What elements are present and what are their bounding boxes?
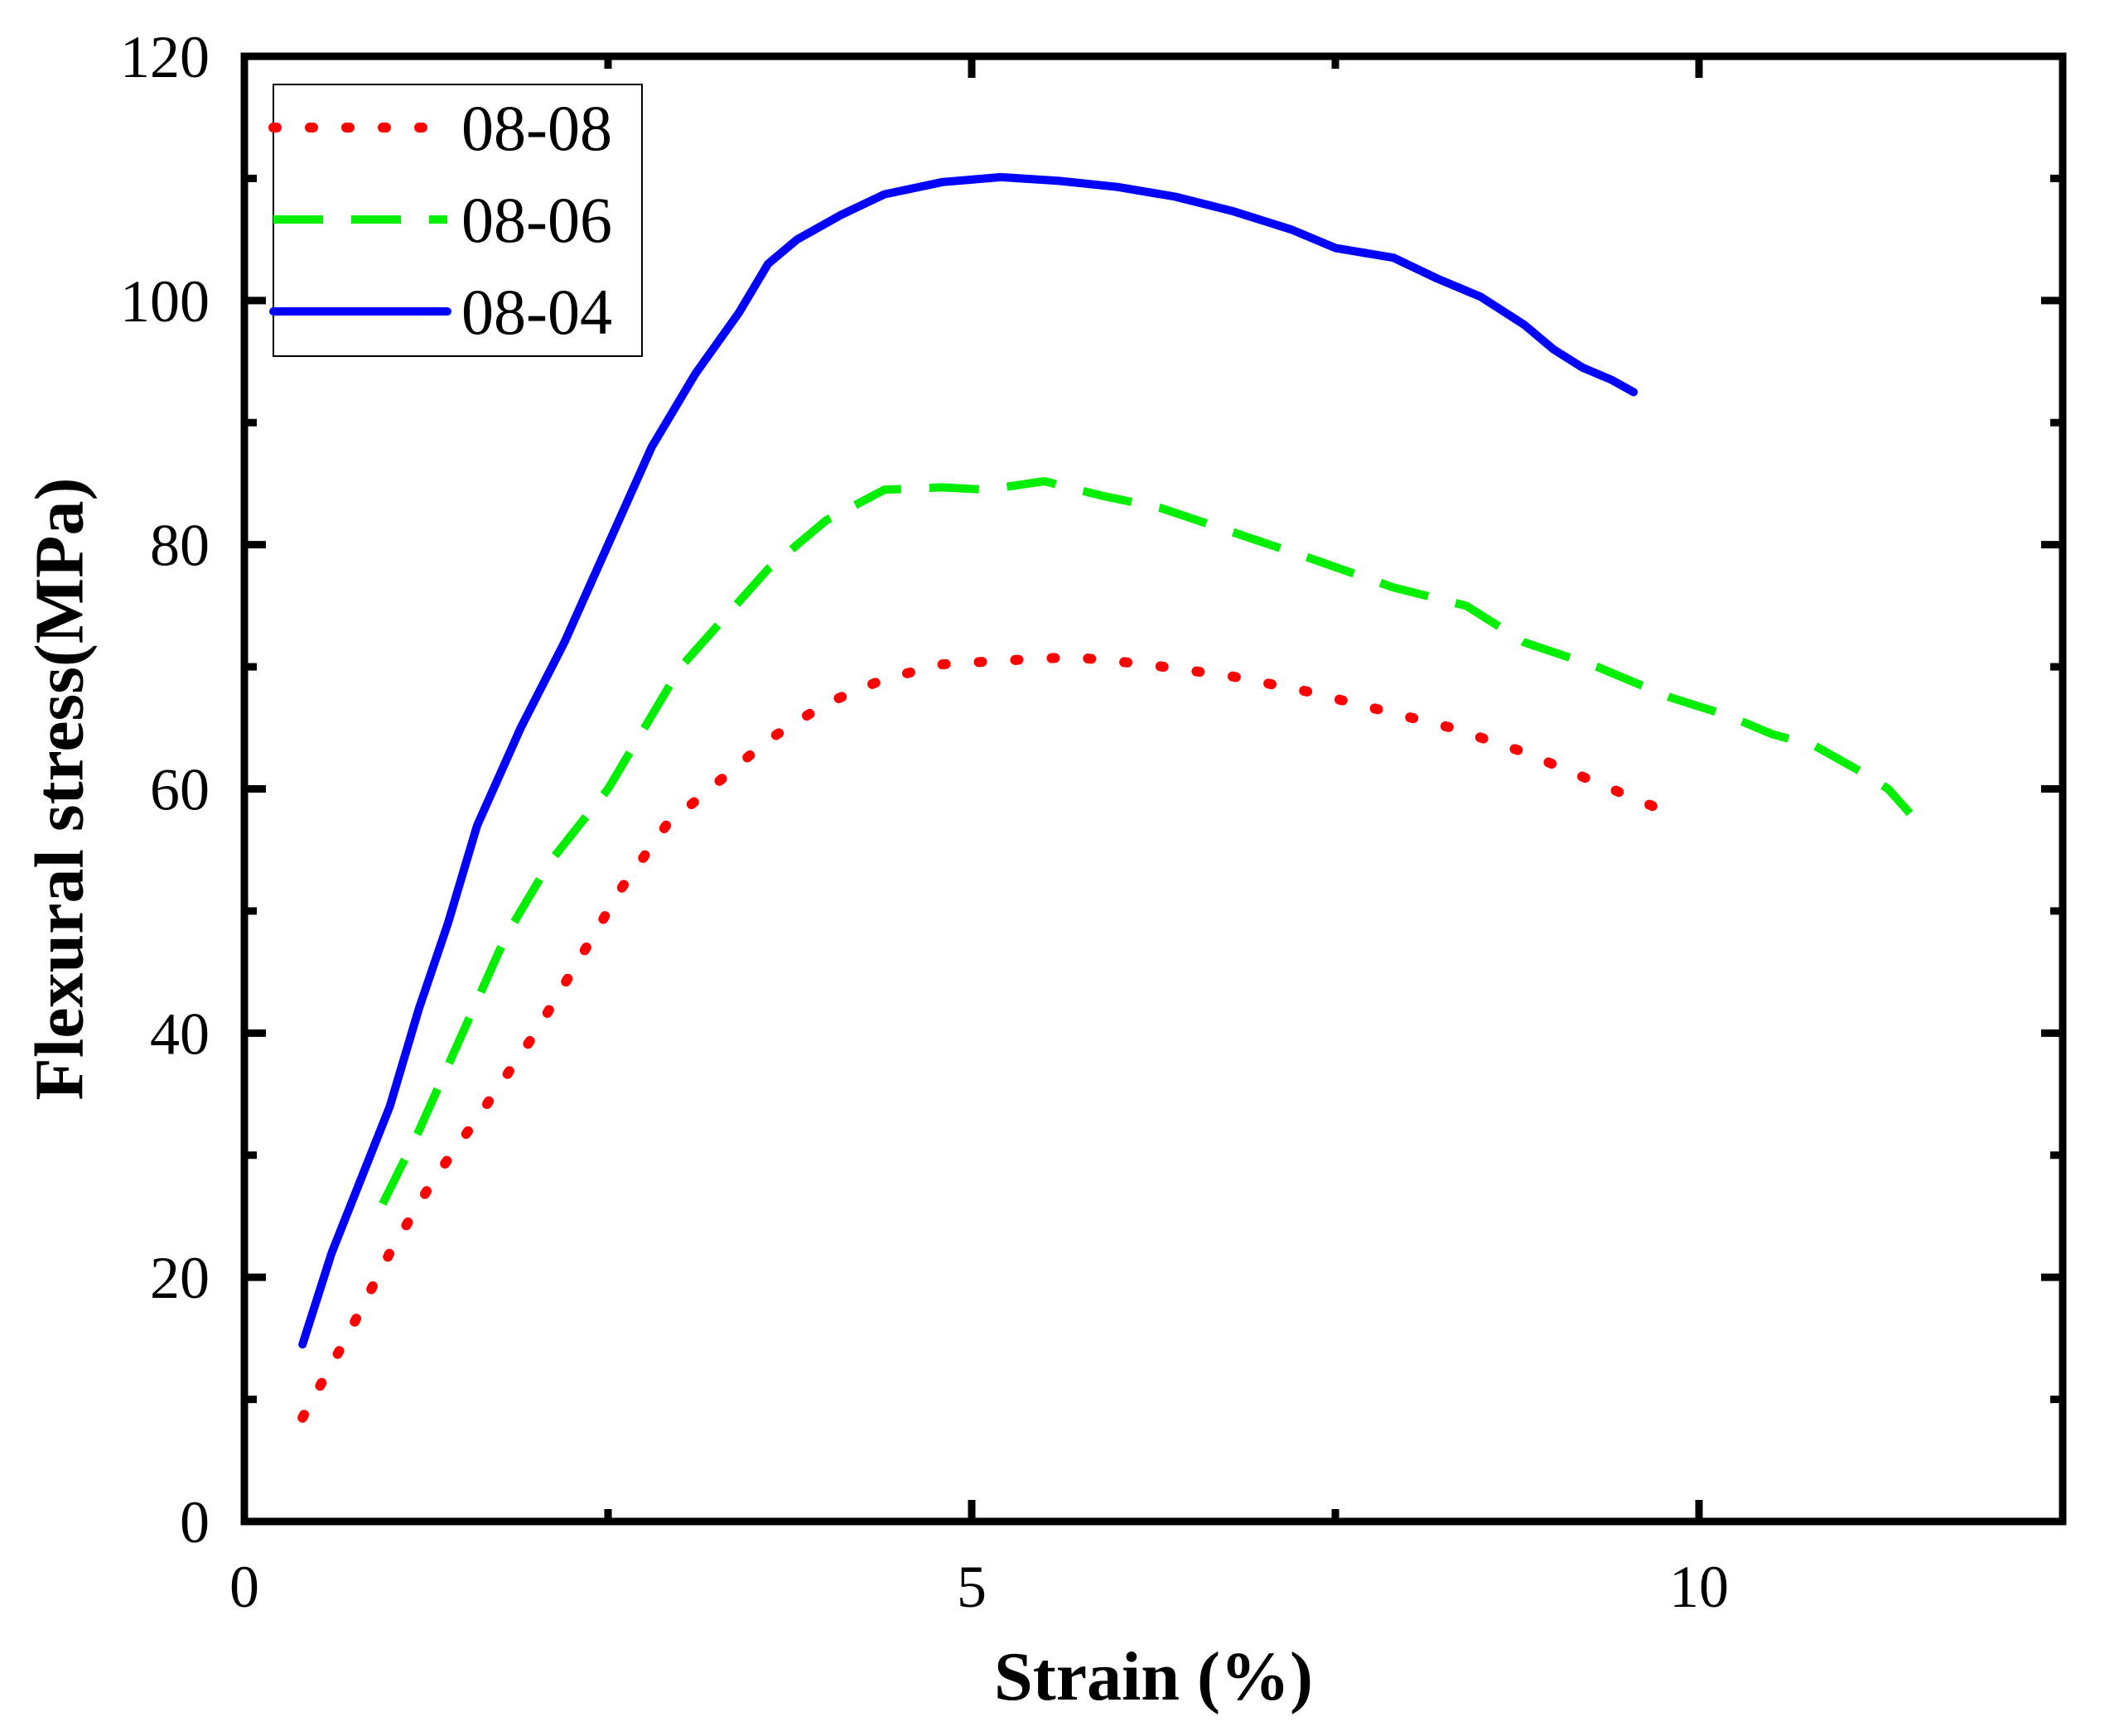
x-tick-label: 5 (957, 1554, 987, 1620)
series-line-08-04 (298, 172, 1638, 1349)
x-tick-label: 0 (229, 1554, 259, 1620)
x-tick-label: 10 (1669, 1554, 1729, 1620)
y-tick-label: 80 (150, 513, 210, 579)
legend-label-08-08: 08-08 (461, 92, 612, 164)
y-axis-title: Flexural stress(MPa) (21, 478, 98, 1101)
x-axis-title: Strain (%) (994, 1638, 1313, 1715)
y-tick-label: 60 (150, 757, 210, 823)
y-tick-label: 20 (150, 1245, 210, 1311)
y-tick-label: 120 (120, 24, 210, 90)
y-tick-label: 40 (150, 1001, 210, 1067)
axis-ticks (240, 52, 2067, 1526)
series-layer (297, 172, 1914, 1423)
legend-label-08-04: 08-04 (461, 276, 612, 348)
y-tick-label: 0 (180, 1489, 210, 1555)
legend: 08-08 08-06 08-04 (268, 84, 643, 357)
legend-label-08-06: 08-06 (461, 184, 612, 256)
y-tick-label: 100 (120, 268, 210, 335)
series-line-08-08 (297, 652, 1661, 1423)
